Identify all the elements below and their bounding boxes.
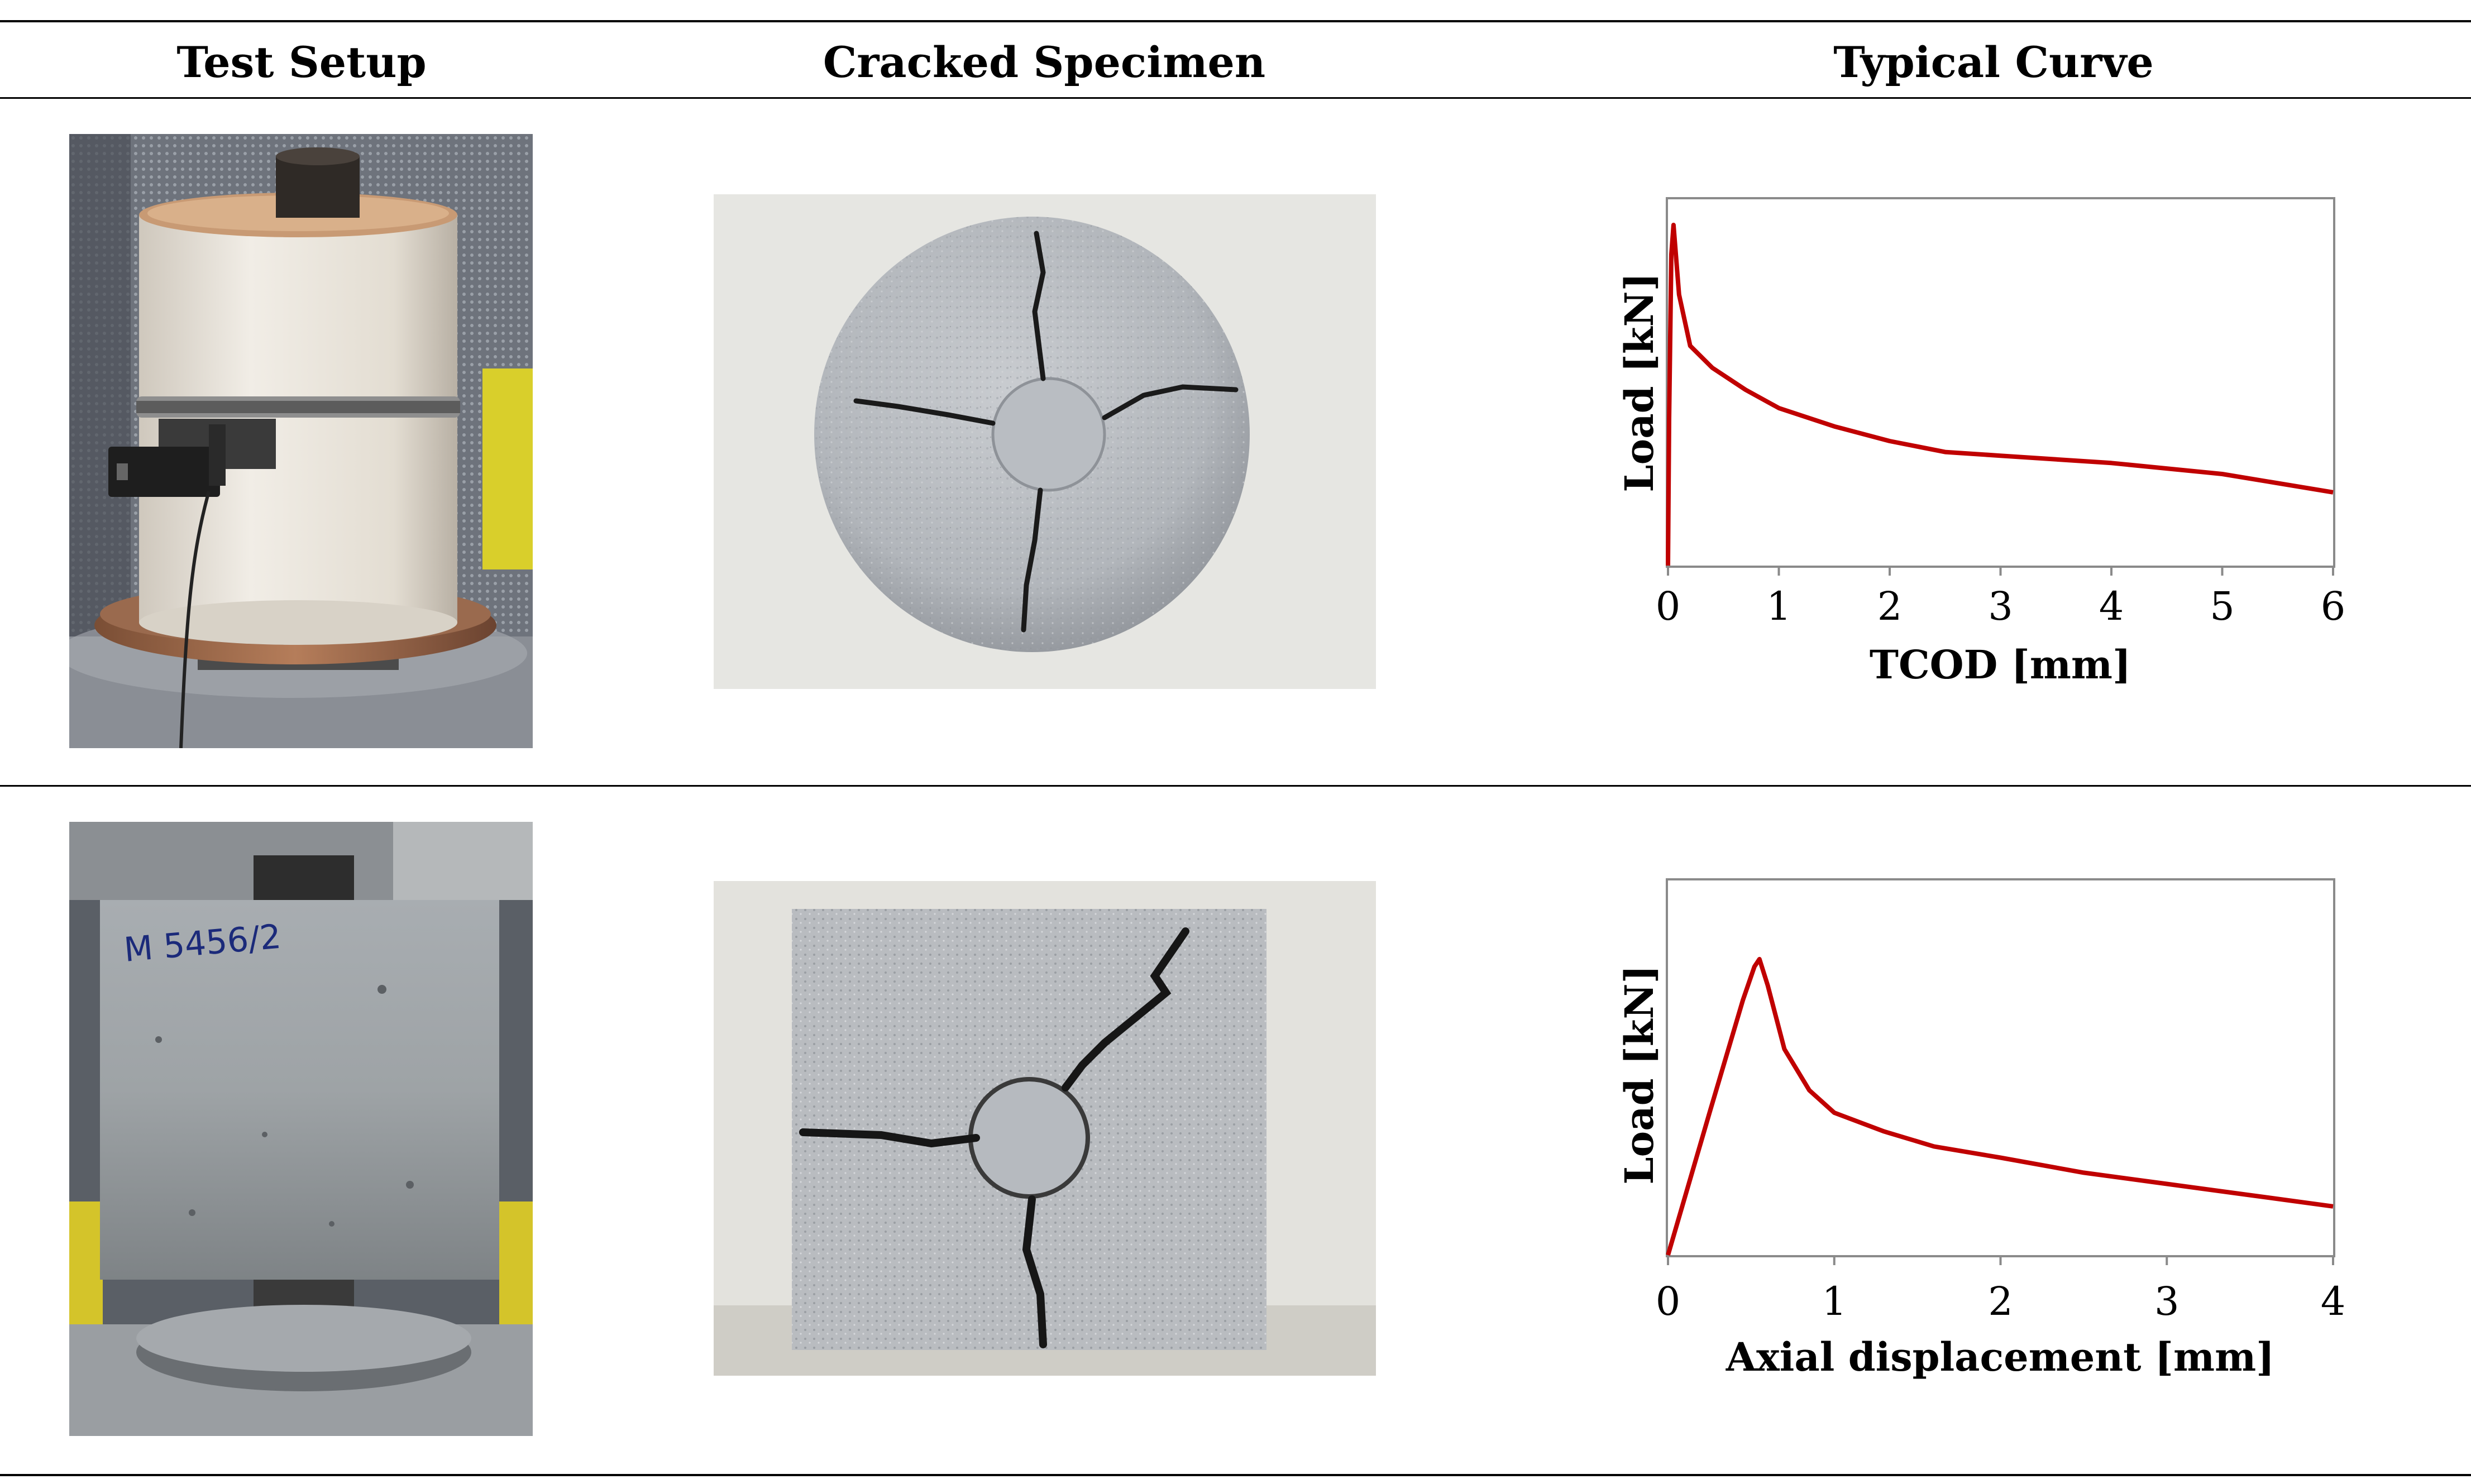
chart-axial-xtick-label: 4 <box>2321 1279 2346 1324</box>
header-typical-curve: Typical Curve <box>1833 37 2154 87</box>
chart-axial-xtick-label: 0 <box>1656 1279 1681 1324</box>
chart-axial-displacement: 0 1 2 3 4 Axial displacement [mm] Load [kN] <box>1616 878 2346 1380</box>
chart-tcod-xlabel: TCOD [mm] <box>1870 642 2131 688</box>
chart-axial-xtick-label: 1 <box>1822 1279 1847 1324</box>
chart-tcod-ylabel: Load [kN] <box>1616 272 1662 492</box>
chart-axial-series-line <box>1666 956 2334 1256</box>
chart-tcod: 0 1 2 3 4 5 6 TCOD [mm] Load [kN] <box>1616 197 2346 688</box>
test-setup-photo-cube: M 5456/2 <box>69 822 533 1436</box>
chart-axial-xtick-label: 2 <box>1988 1279 2013 1324</box>
chart-tcod-xtick-label: 4 <box>2099 583 2124 629</box>
chart-axial-frame <box>1666 878 2335 1257</box>
header-test-setup: Test Setup <box>176 37 427 87</box>
chart-axial-ylabel: Load [kN] <box>1616 965 1662 1184</box>
header-bottom-rule <box>0 97 2471 99</box>
row-separator-rule <box>0 785 2471 787</box>
chart-tcod-frame <box>1666 197 2335 568</box>
chart-tcod-series-line <box>1666 222 2334 566</box>
test-setup-photo-cylinder <box>69 134 533 748</box>
table-top-rule <box>0 20 2471 22</box>
chart-tcod-xtick-label: 6 <box>2321 583 2346 629</box>
header-cracked-specimen: Cracked Specimen <box>823 37 1266 87</box>
cracked-specimen-photo-round <box>714 194 1376 689</box>
chart-axial-xlabel: Axial displacement [mm] <box>1726 1334 2275 1380</box>
table-bottom-rule <box>0 1474 2471 1476</box>
cracked-specimen-photo-square <box>714 881 1376 1376</box>
chart-tcod-xtick-label: 0 <box>1656 583 1681 629</box>
chart-axial-xtick-label: 3 <box>2154 1279 2180 1324</box>
chart-tcod-xtick-label: 2 <box>1877 583 1903 629</box>
chart-tcod-xtick-label: 5 <box>2210 583 2235 629</box>
chart-tcod-xtick-label: 3 <box>1988 583 2013 629</box>
chart-tcod-xtick-label: 1 <box>1766 583 1791 629</box>
